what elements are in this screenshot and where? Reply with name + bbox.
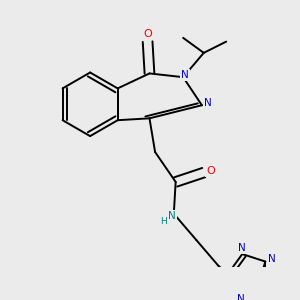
Text: N: N bbox=[181, 70, 189, 80]
Text: O: O bbox=[143, 29, 152, 39]
Text: N: N bbox=[168, 211, 176, 220]
Text: N: N bbox=[268, 254, 276, 263]
Text: N: N bbox=[236, 294, 244, 300]
Text: N: N bbox=[204, 98, 212, 108]
Text: O: O bbox=[206, 166, 215, 176]
Text: H: H bbox=[160, 218, 167, 226]
Text: N: N bbox=[238, 243, 245, 253]
